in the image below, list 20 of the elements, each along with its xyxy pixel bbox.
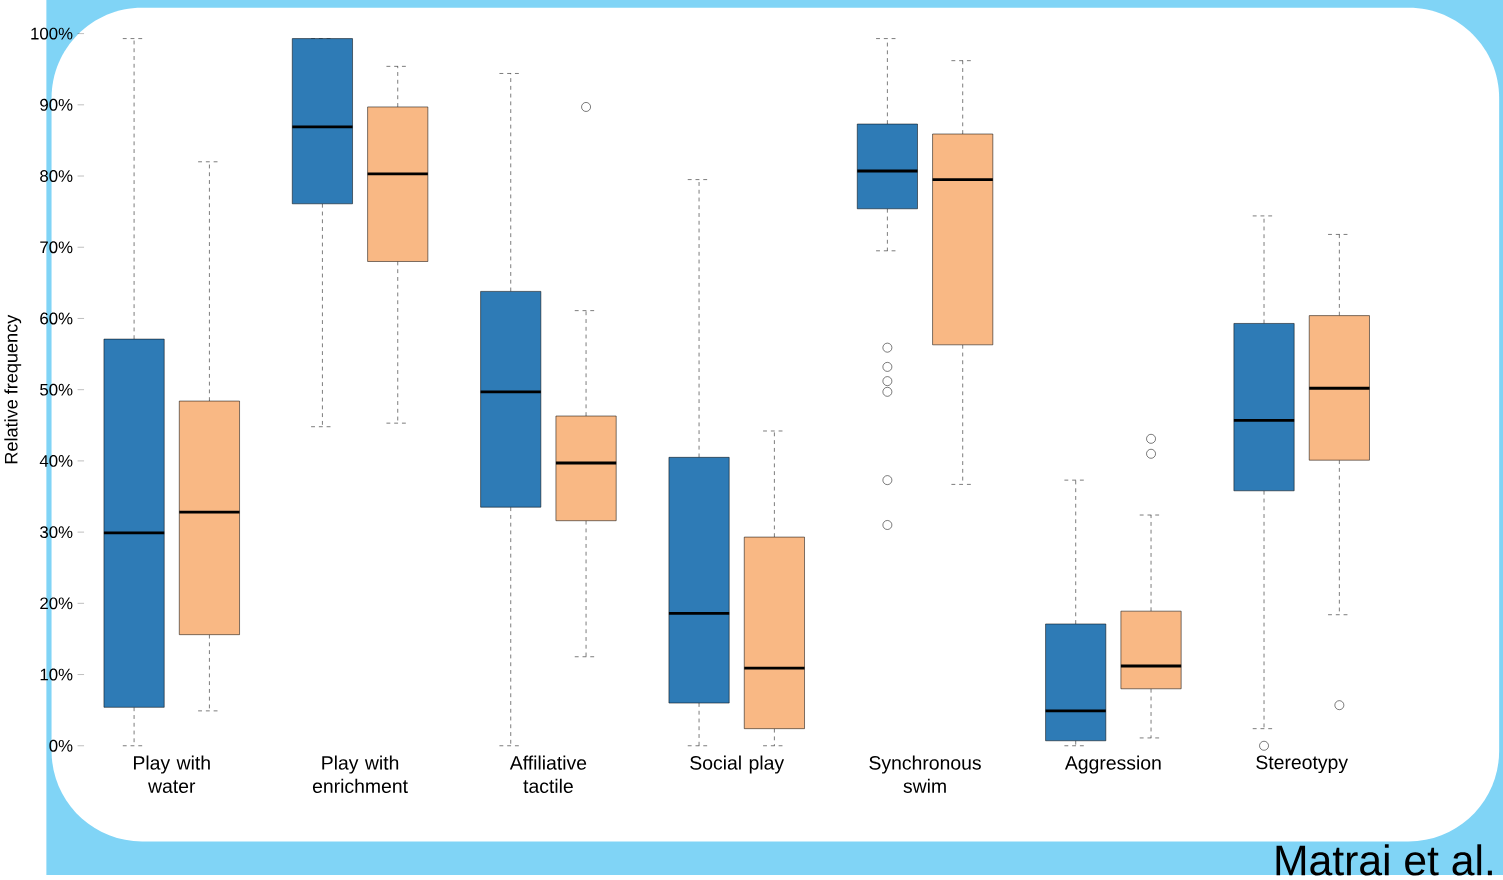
x-tick-label: Aggression xyxy=(1064,755,1161,774)
y-tick-label: 80% xyxy=(40,170,73,183)
y-tick-label: 100% xyxy=(31,27,73,40)
y-tick-label: 30% xyxy=(40,526,73,539)
text: Matrai et al. xyxy=(1276,844,1492,876)
x-tick-label: Play with water xyxy=(134,755,210,794)
y-axis-title: Relative frequency xyxy=(4,314,22,464)
y-tick-label: 0% xyxy=(49,739,73,752)
x-tick-label: Affiliative tactile xyxy=(509,755,587,794)
y-tick-label: 50% xyxy=(40,383,73,396)
y-tick-label: 90% xyxy=(40,98,73,111)
x-tick-label: Social play xyxy=(690,755,785,774)
x-tick-label: Play with enrichment xyxy=(312,755,408,794)
y-tick-label: 70% xyxy=(40,241,73,254)
y-tick-label: 10% xyxy=(40,668,73,681)
x-tick-label: Synchronous swim xyxy=(869,755,981,794)
y-tick-label: 40% xyxy=(39,454,73,467)
y-tick-label: 60% xyxy=(40,312,73,325)
x-tick-label: Stereotypy xyxy=(1256,755,1348,774)
y-tick-label: 20% xyxy=(40,597,73,610)
